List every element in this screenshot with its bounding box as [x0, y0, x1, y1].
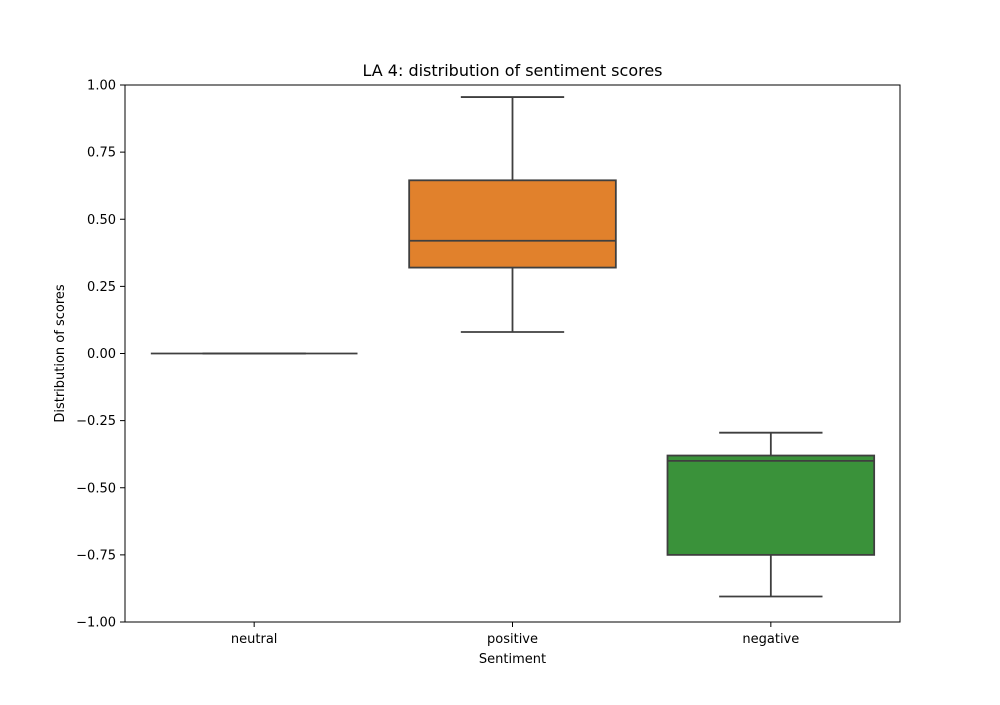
y-tick-label: 0.25	[87, 280, 116, 295]
box-negative	[666, 454, 876, 556]
y-tick-label: −1.00	[76, 616, 116, 631]
x-tick-label: positive	[487, 632, 538, 647]
y-tick-label: −0.75	[76, 548, 116, 563]
y-tick-label: 1.00	[87, 79, 116, 94]
x-axis-label: Sentiment	[479, 652, 546, 667]
y-tick-label: −0.50	[76, 481, 116, 496]
x-tick-label: neutral	[231, 632, 278, 647]
y-tick-label: 0.75	[87, 146, 116, 161]
x-tick-label: negative	[742, 632, 799, 647]
y-tick-label: 0.00	[87, 347, 116, 362]
plot-area: −1.00 −0.75 −0.50 −0.25 0.00 0.25 0.50 0.75 1.00…	[76, 79, 901, 647]
y-axis-label: Distribution of scores	[53, 284, 68, 423]
y-tick-label: −0.25	[76, 414, 116, 429]
chart-title: LA 4: distribution of sentiment scores	[362, 61, 662, 80]
box-positive	[408, 179, 617, 269]
y-tick-label: 0.50	[87, 213, 116, 228]
